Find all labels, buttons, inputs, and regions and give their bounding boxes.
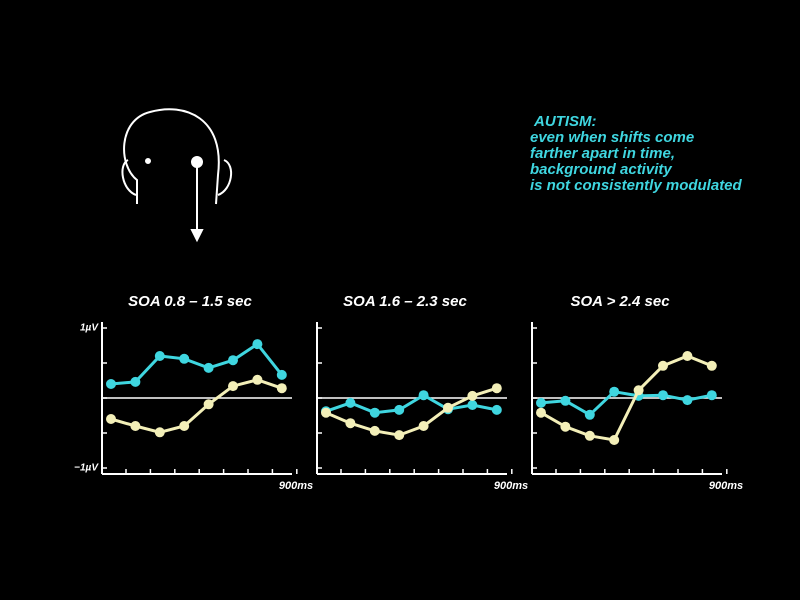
data-point — [706, 390, 717, 401]
data-point — [609, 386, 620, 397]
data-point — [203, 399, 214, 410]
x-axis-label: 900ms — [279, 480, 313, 492]
data-point — [658, 390, 668, 401]
data-point — [345, 418, 356, 429]
chart-title: SOA 1.6 – 2.3 sec — [343, 293, 467, 310]
annotation-line: is not consistently modulated — [530, 177, 743, 194]
data-point — [106, 414, 116, 424]
data-point — [467, 400, 478, 410]
data-point — [536, 397, 546, 408]
annotation-line: AUTISM: — [533, 113, 597, 130]
data-point — [609, 435, 620, 445]
data-point — [682, 395, 693, 406]
data-point — [179, 421, 190, 431]
data-point — [394, 430, 405, 441]
data-point — [130, 376, 141, 387]
data-point — [491, 383, 502, 394]
annotation-line: background activity — [530, 161, 672, 178]
data-point — [536, 407, 546, 418]
data-point — [443, 402, 453, 413]
data-point — [633, 385, 644, 396]
data-point — [369, 425, 380, 436]
data-point — [491, 404, 502, 415]
data-point — [252, 339, 263, 350]
data-point — [467, 390, 478, 401]
y-tick-label: −1µV — [74, 463, 99, 474]
data-point — [560, 421, 571, 432]
annotation-line: farther apart in time, — [530, 145, 675, 162]
x-axis-label: 900ms — [494, 480, 528, 492]
data-point — [584, 409, 595, 420]
y-tick-label: 1µV — [80, 323, 99, 334]
data-point — [130, 421, 141, 431]
data-point — [154, 427, 165, 438]
data-point — [203, 362, 214, 373]
data-point — [345, 397, 356, 408]
data-point — [418, 390, 429, 401]
chart-title: SOA 0.8 – 1.5 sec — [128, 293, 252, 310]
data-point — [682, 351, 693, 361]
data-point — [418, 421, 429, 431]
annotation-line: even when shifts come — [530, 129, 694, 146]
data-point — [658, 360, 668, 371]
data-point — [154, 351, 165, 361]
data-point — [228, 381, 238, 392]
data-point — [252, 374, 263, 385]
data-point — [106, 379, 116, 389]
data-point — [228, 355, 238, 366]
x-axis-label: 900ms — [709, 480, 743, 492]
data-point — [321, 407, 331, 418]
head-diagram — [121, 108, 233, 243]
data-point — [584, 430, 595, 441]
chart-title: SOA > 2.4 sec — [570, 293, 670, 310]
data-point — [179, 353, 190, 364]
data-point — [560, 395, 571, 406]
data-point — [276, 383, 287, 394]
data-point — [706, 360, 717, 371]
data-point — [394, 404, 405, 415]
data-point — [369, 407, 380, 418]
data-point — [276, 369, 287, 380]
